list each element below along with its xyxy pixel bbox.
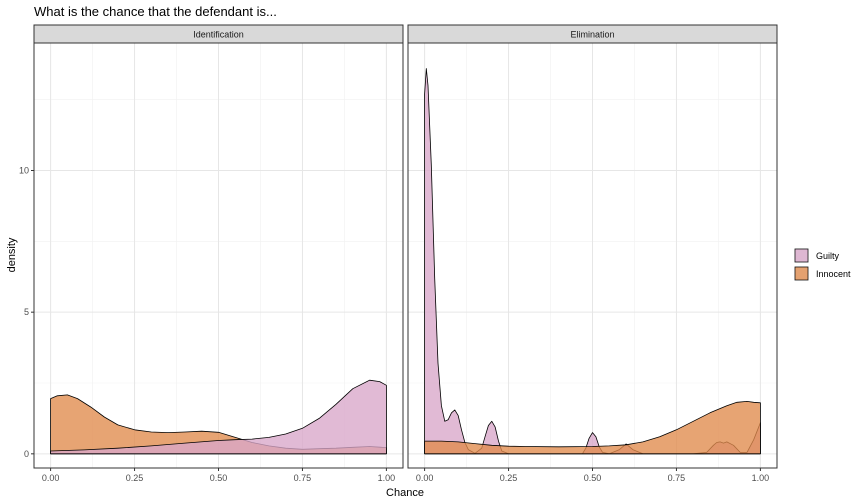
x-tick-label: 1.00 <box>752 473 770 483</box>
x-tick-label: 1.00 <box>378 473 396 483</box>
density-area-guilty <box>50 379 387 455</box>
x-axis-title: Chance <box>386 487 424 499</box>
density-areas <box>424 68 761 455</box>
legend-label: Guilty <box>816 251 840 261</box>
y-tick-label: 10 <box>19 166 29 176</box>
x-tick-label: 0.25 <box>500 473 518 483</box>
facet-label: Elimination <box>570 30 614 40</box>
legend-item-innocent: Innocent <box>794 266 851 281</box>
legend-swatch <box>794 248 809 263</box>
panel-identification: Identification <box>33 24 404 469</box>
x-tick-label: 0.00 <box>42 473 60 483</box>
x-axis: 0.00 0.25 0.50 0.75 1.00 0.00 0.25 0.50 0.75 1.00 <box>42 468 769 483</box>
density-areas <box>50 379 387 455</box>
panel-elimination: Elimination <box>407 24 778 469</box>
legend: Guilty Innocent <box>794 248 851 281</box>
x-tick-label: 0.50 <box>584 473 602 483</box>
y-tick-label: 5 <box>24 307 29 317</box>
x-tick-label: 0.50 <box>210 473 228 483</box>
x-tick-label: 0.00 <box>416 473 434 483</box>
x-tick-label: 0.25 <box>126 473 144 483</box>
y-axis-title: density <box>6 237 18 272</box>
density-area-innocent <box>424 401 761 455</box>
facet-label: Identification <box>193 30 244 40</box>
x-tick-label: 0.75 <box>294 473 312 483</box>
legend-swatch <box>794 266 809 281</box>
y-axis: 0 5 10 <box>19 166 34 459</box>
legend-label: Innocent <box>816 269 851 279</box>
facet-panels: Identification Elimination <box>33 24 778 469</box>
chart-title: What is the chance that the defendant is… <box>34 4 277 19</box>
y-tick-label: 0 <box>24 449 29 459</box>
legend-item-guilty: Guilty <box>794 248 840 263</box>
x-tick-label: 0.75 <box>668 473 686 483</box>
